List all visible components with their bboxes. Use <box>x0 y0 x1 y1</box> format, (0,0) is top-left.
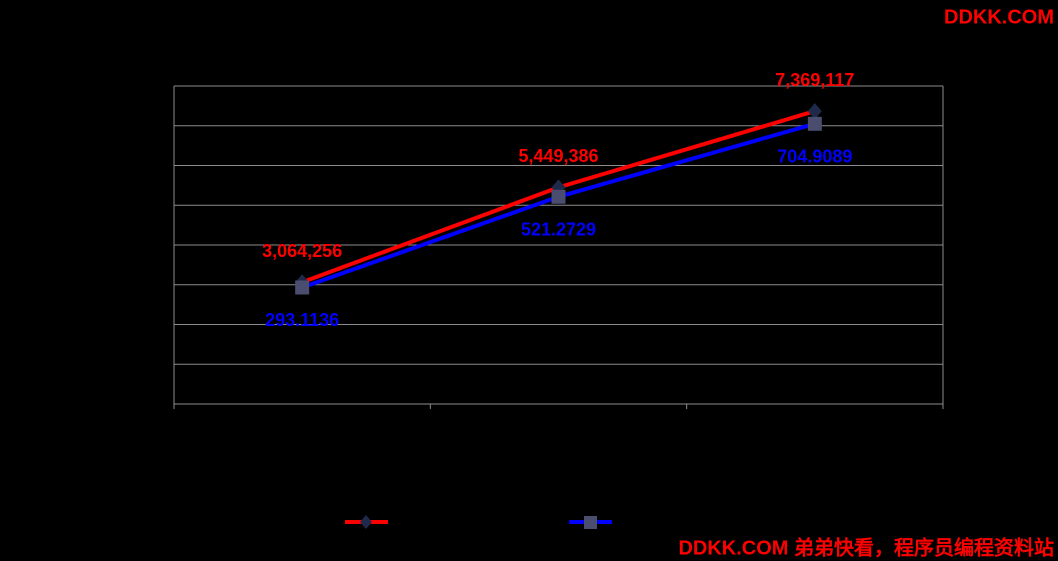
watermark: DDKK.COM 弟弟快看，程序员编程资料站 <box>678 535 1054 559</box>
data-label: 704.9089 <box>777 147 852 167</box>
data-label: 3,064,256 <box>262 241 342 261</box>
marker <box>551 189 566 204</box>
data-label: 7,369,117 <box>775 70 854 90</box>
data-label: 521.2729 <box>521 220 596 240</box>
marker <box>807 116 822 131</box>
legend <box>345 515 612 529</box>
legend-marker <box>360 515 372 529</box>
data-label: 5,449,386 <box>518 146 598 166</box>
legend-marker <box>584 516 597 529</box>
data-label: 293.1136 <box>265 310 339 330</box>
watermark: DDKK.COM <box>944 6 1054 28</box>
marker <box>807 103 822 120</box>
marker <box>295 280 310 295</box>
